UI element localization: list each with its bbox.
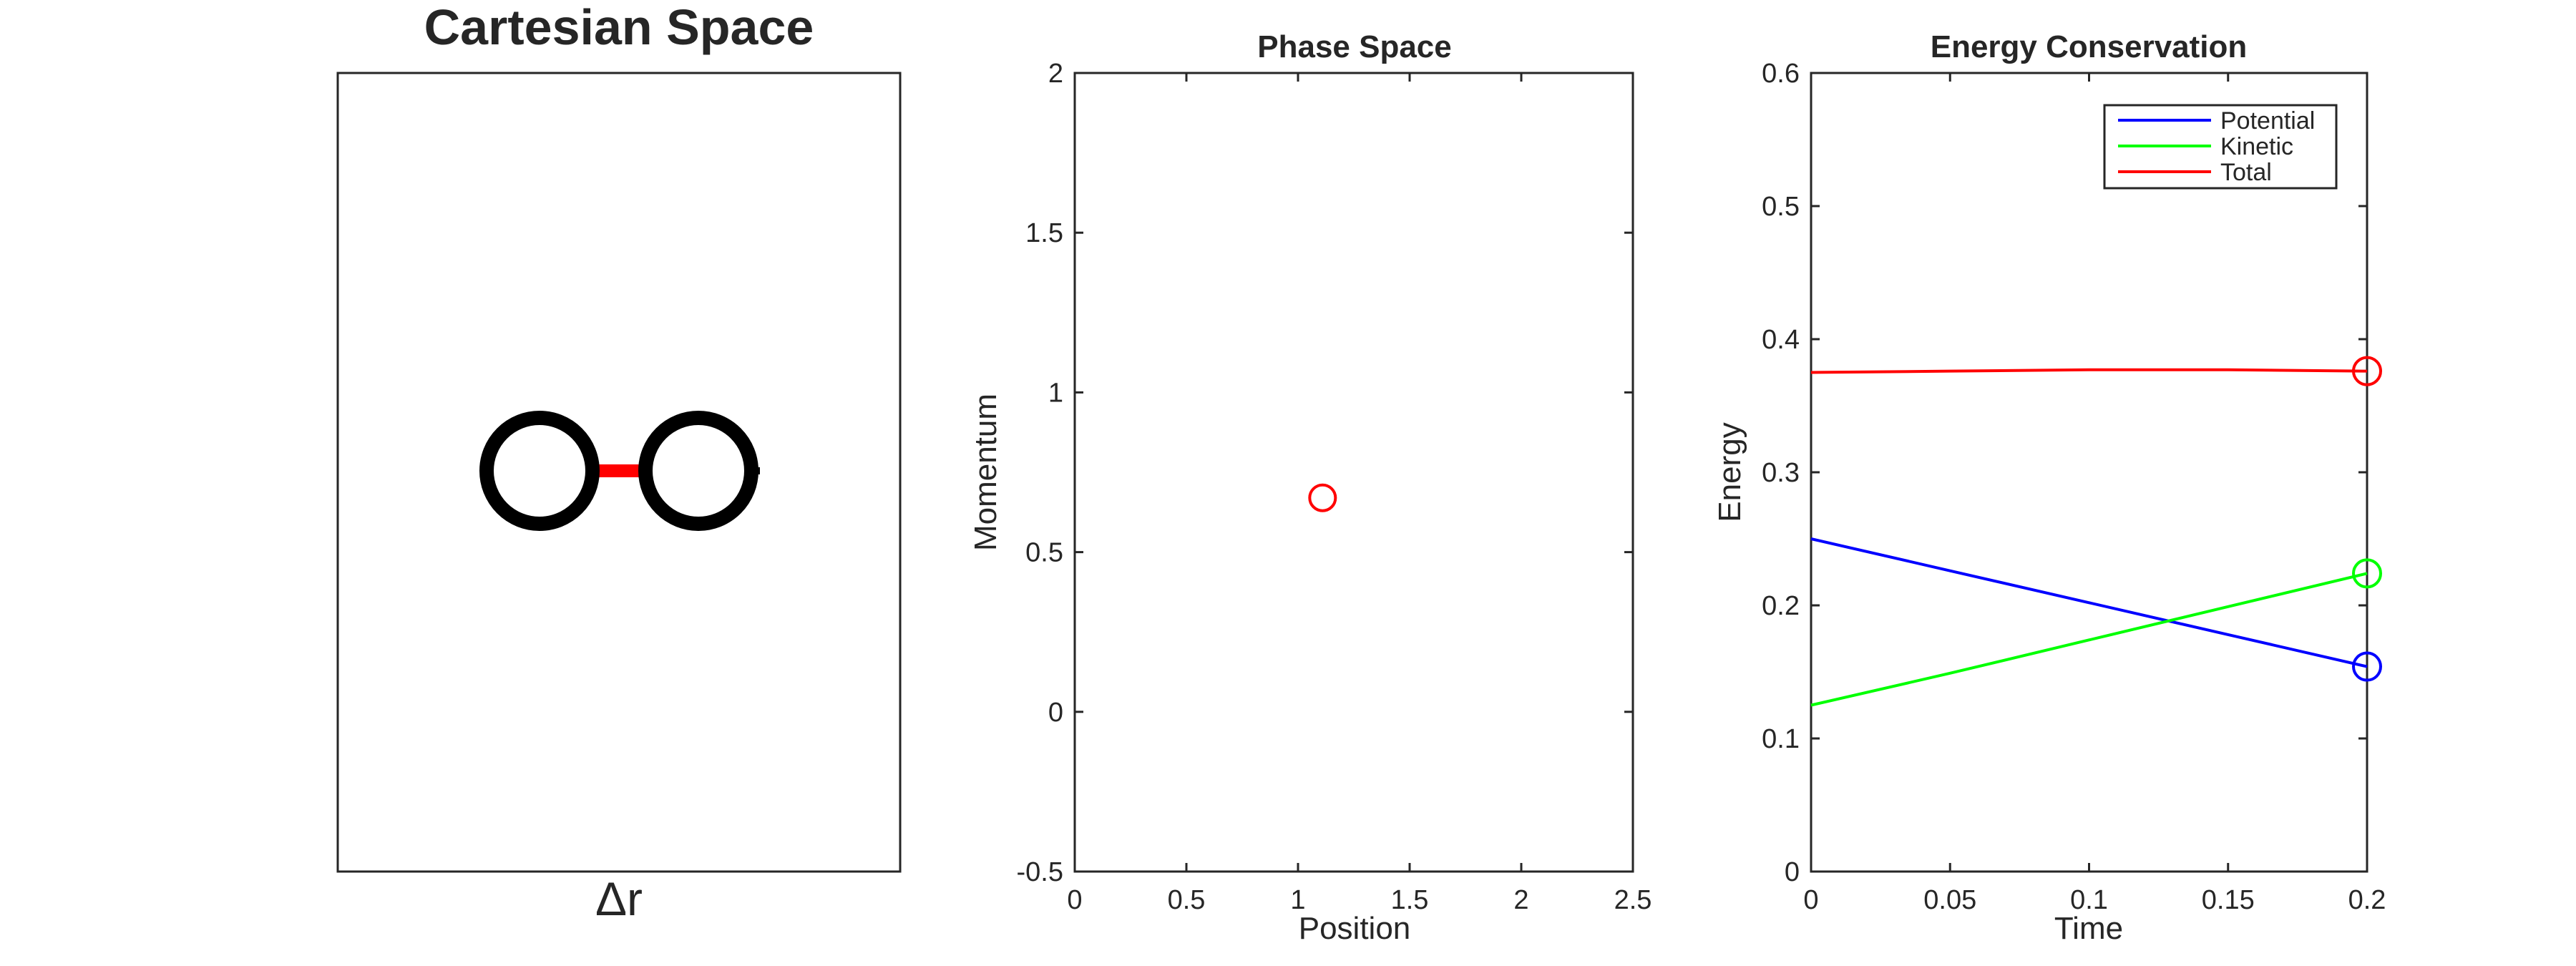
legend-label-kinetic: Kinetic (2220, 133, 2293, 160)
phase-title: Phase Space (1257, 29, 1452, 64)
cartesian-title: Cartesian Space (424, 0, 814, 55)
energy-axes-box (1810, 72, 2368, 873)
energy-endpoint-potential (2352, 651, 2382, 682)
energy-y-ticks: 0 0.1 0.2 0.3 0.4 0.5 0.6 (1762, 59, 2367, 887)
phase-point (1308, 483, 1337, 512)
left-mass (479, 411, 600, 531)
energy-line-kinetic (1810, 572, 2368, 707)
energy-x-ticks: 0 0.05 0.1 0.15 0.2 (1803, 73, 2386, 915)
energy-xlabel: Time (2054, 911, 2123, 946)
phase-xlabel: Position (1299, 911, 1411, 946)
phase-xtick-label: 2.5 (1614, 885, 1652, 915)
phase-xtick-label: 1 (1290, 885, 1305, 915)
energy-ytick-label: 0.2 (1762, 591, 1800, 621)
energy-ytick-label: 0.6 (1762, 59, 1800, 89)
phase-axes-box (1073, 72, 1634, 873)
energy-ytick-label: 0.3 (1762, 458, 1800, 488)
phase-space-panel: Phase Space 0 0.5 1 1.5 2 2.5 -0.500.511.52 P… (968, 29, 1652, 946)
phase-ylabel: Momentum (968, 394, 1003, 551)
energy-xtick-label: 0.1 (2070, 885, 2108, 915)
phase-ytick-label: 0.5 (1025, 538, 1063, 568)
phase-xtick-label: 2 (1513, 885, 1528, 915)
cartesian-xlabel: Δr (595, 872, 643, 925)
phase-y-ticks: -0.5 0 0.5 1 1.5 2 (1017, 59, 1633, 887)
energy-ytick-label: 0.5 (1762, 192, 1800, 222)
legend-label-total: Total (2220, 159, 2272, 186)
phase-xtick-label: 0.5 (1168, 885, 1206, 915)
energy-endpoint-total (2352, 356, 2382, 386)
energy-line-total (1810, 368, 2368, 374)
phase-ytick-label: -0.5 (1017, 857, 1063, 887)
energy-line-potential (1810, 537, 2368, 668)
phase-xtick-label: 1.5 (1391, 885, 1429, 915)
energy-ylabel: Energy (1712, 422, 1747, 522)
energy-xtick-label: 0.2 (2348, 885, 2386, 915)
phase-points (1308, 483, 1337, 512)
energy-lines (1810, 356, 2382, 707)
phase-xtick-label: 0 (1067, 885, 1082, 915)
energy-xtick-label: 0.15 (2202, 885, 2255, 915)
phase-x-ticks: 0 0.5 1 1.5 2 2.5 (1067, 73, 1652, 915)
energy-title: Energy Conservation (1931, 29, 2248, 64)
energy-ytick-label: 0.1 (1762, 724, 1800, 754)
energy-endpoint-kinetic (2352, 558, 2382, 589)
energy-ytick-label: 0.4 (1762, 325, 1800, 355)
cartesian-space-panel: Cartesian Space Δr (336, 0, 902, 925)
legend-label-potential: Potential (2220, 107, 2315, 135)
phase-ytick-label: 1.5 (1025, 218, 1063, 248)
phase-ytick-label: 0 (1048, 698, 1063, 728)
phase-ytick-label: 2 (1048, 59, 1063, 89)
phase-ytick-label: 1 (1048, 378, 1063, 408)
energy-ytick-label: 0 (1785, 857, 1800, 887)
energy-xtick-label: 0 (1803, 885, 1818, 915)
energy-panel: Energy Conservation 0 0.05 0.1 0.15 0.2 0 0.1… (1712, 29, 2386, 946)
energy-xtick-label: 0.05 (1923, 885, 1976, 915)
